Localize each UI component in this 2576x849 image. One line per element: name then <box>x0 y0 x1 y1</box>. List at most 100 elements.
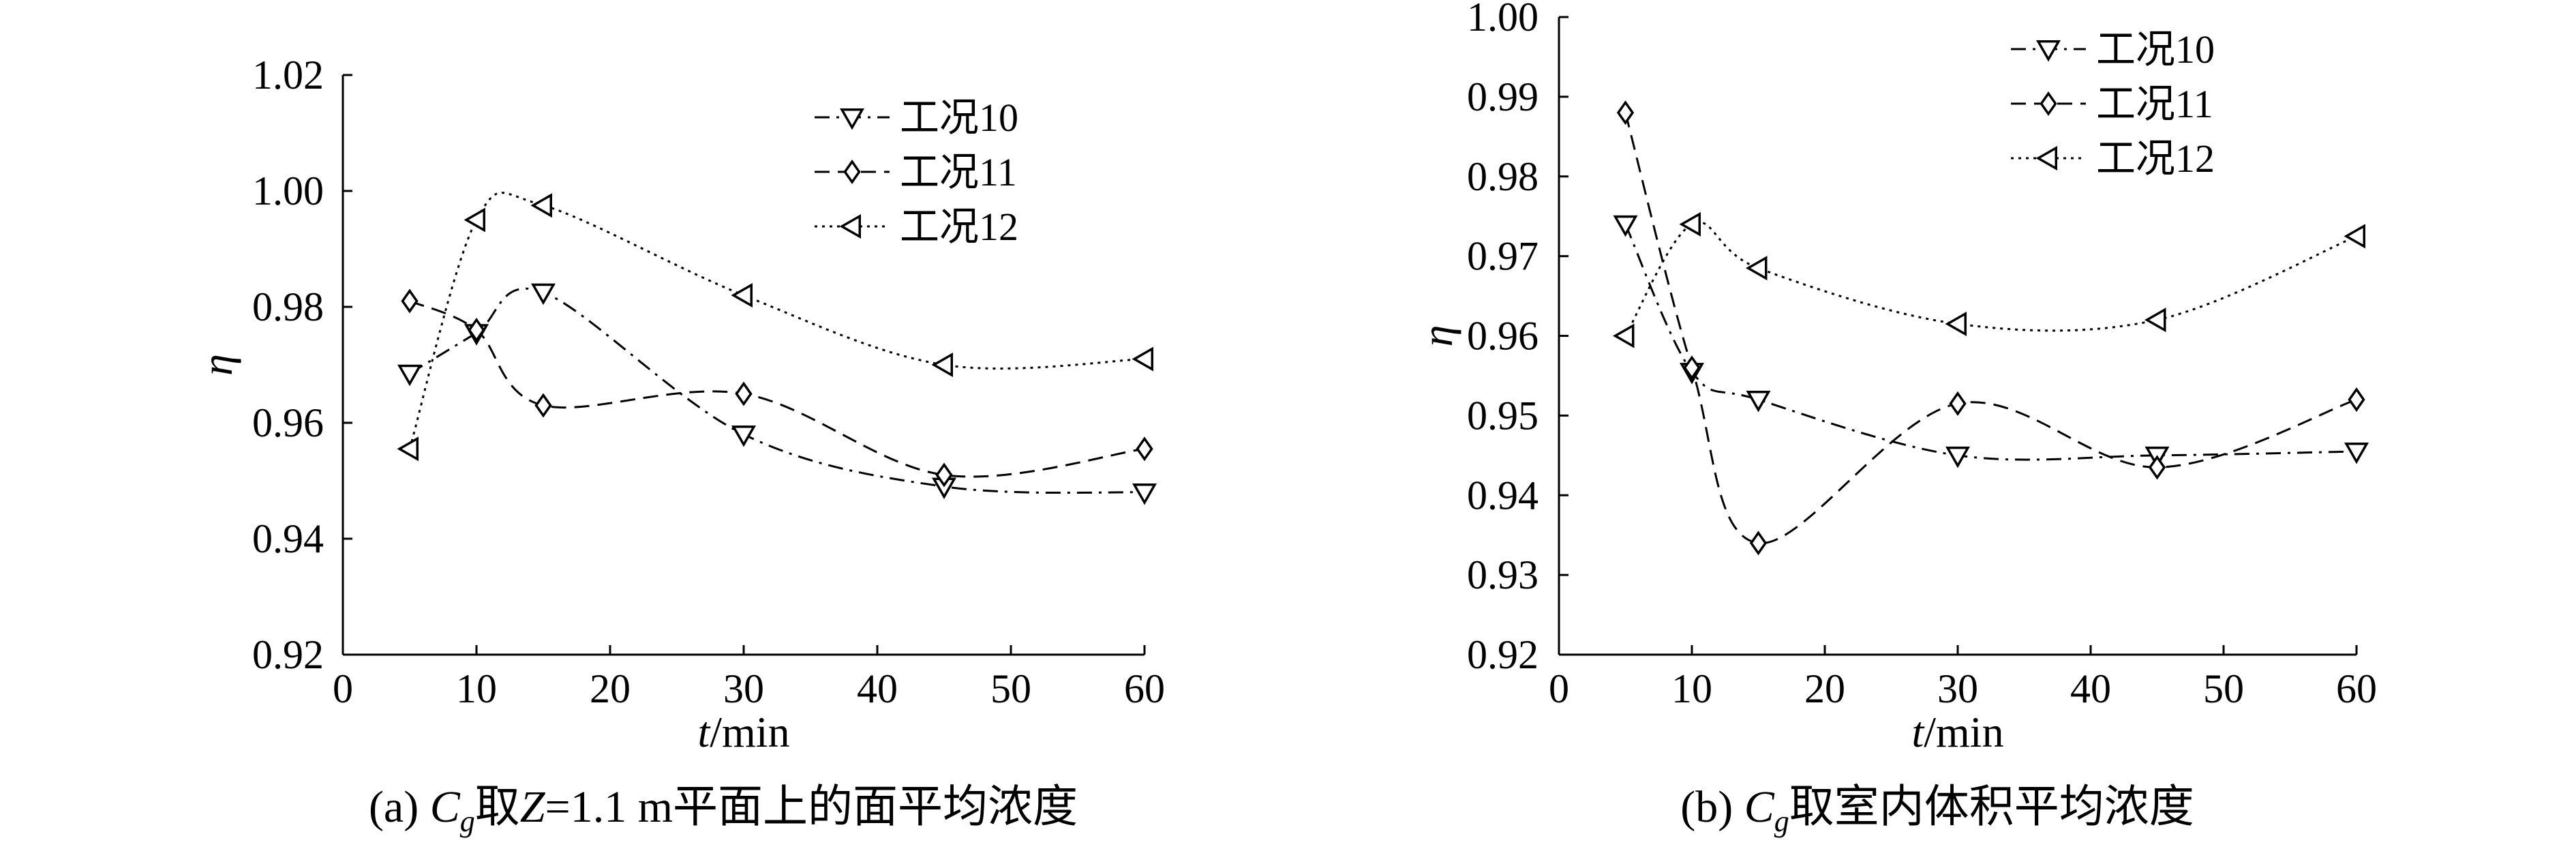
data-point-series-1 <box>530 283 556 306</box>
data-point-series-3 <box>1945 311 1967 336</box>
data-point-series-3 <box>2344 224 2365 249</box>
x-axis-label-unit: /min <box>1924 708 2003 756</box>
legend-label-1: 工况10 <box>2096 27 2215 72</box>
series-line-2 <box>1624 112 2357 544</box>
y-tick-label: 1.02 <box>252 53 324 98</box>
legend-label-2: 工况11 <box>900 150 1017 194</box>
chart-caption: (a) Cg取Z=1.1 m平面上的面平均浓度 <box>369 782 1078 838</box>
x-axis-label-variable: t <box>697 708 711 756</box>
data-point-series-2 <box>1136 436 1153 462</box>
x-axis-label-variable: t <box>1911 708 1925 756</box>
chart-panel-a: 0.92 0.94 0.96 0.98 1.00 1.02 0 10 20 30 40 50 60 η t/… <box>193 53 1165 838</box>
y-axis-label: η <box>1413 325 1461 347</box>
data-point-series-3 <box>1612 323 1635 348</box>
data-point-series-1 <box>2344 442 2369 464</box>
data-point-series-3 <box>1679 211 1701 237</box>
data-point-series-3 <box>530 193 552 218</box>
y-tick-label: 0.96 <box>1467 314 1539 359</box>
data-point-series-1 <box>1945 446 1971 468</box>
caption-mid: 取室内体积平均浓度 <box>1789 782 2194 832</box>
data-point-series-3 <box>2144 308 2166 333</box>
y-tick-label: 0.93 <box>1467 552 1539 597</box>
x-tick-label: 30 <box>723 666 764 711</box>
data-point-series-2 <box>1749 531 1768 556</box>
x-axis-label: t/min <box>1911 708 2003 756</box>
legend-marker-1 <box>2035 40 2061 62</box>
data-point-series-1 <box>1132 483 1157 505</box>
x-tick-label: 10 <box>1671 666 1712 711</box>
caption-variable: C <box>430 782 461 832</box>
data-point-series-3 <box>1132 346 1153 372</box>
y-tick-label: 0.99 <box>1467 74 1539 119</box>
data-point-series-2 <box>1949 391 1967 416</box>
y-tick-label: 0.92 <box>252 632 324 677</box>
legend-marker-3 <box>2035 145 2057 171</box>
x-tick-label: 0 <box>333 666 353 711</box>
caption-mid: 取 <box>475 782 520 832</box>
y-tick-label: 0.97 <box>1467 234 1539 279</box>
caption-prefix: (a) <box>369 782 430 832</box>
y-tick-label: 1.00 <box>1467 0 1539 40</box>
data-point-series-3 <box>1745 256 1768 281</box>
x-tick-label: 60 <box>1124 666 1165 711</box>
y-tick-label: 0.98 <box>1467 154 1539 199</box>
y-tick-label: 0.92 <box>1467 632 1539 677</box>
caption-z: Z <box>520 782 546 832</box>
x-tick-label: 10 <box>456 666 497 711</box>
series-line-3 <box>408 192 1145 449</box>
data-point-series-2 <box>935 462 953 488</box>
caption-rest: =1.1 m平面上的面平均浓度 <box>545 782 1078 832</box>
data-point-series-2 <box>2348 387 2365 413</box>
y-tick-label: 0.94 <box>252 516 324 561</box>
x-tick-label: 20 <box>1804 666 1845 711</box>
x-tick-label: 30 <box>1937 666 1978 711</box>
chart-panel-b: 0.92 0.93 0.94 0.95 0.96 0.97 0.98 0.99 1.00 0 10 2… <box>1413 0 2377 838</box>
data-point-series-2 <box>1616 100 1635 125</box>
x-axis-label-unit: /min <box>710 708 789 756</box>
data-point-series-1 <box>1746 391 1771 413</box>
x-tick-label: 60 <box>2336 666 2377 711</box>
data-point-series-2 <box>401 288 419 314</box>
y-tick-label: 0.95 <box>1467 393 1539 438</box>
data-point-series-1 <box>397 364 423 387</box>
series-line-3 <box>1624 221 2357 337</box>
data-point-series-2 <box>534 393 552 418</box>
data-point-series-2 <box>2148 455 2166 480</box>
legend-label-3: 工况12 <box>900 205 1018 249</box>
data-point-series-2 <box>735 381 753 406</box>
x-axis-label: t/min <box>697 708 789 756</box>
x-tick-label: 40 <box>857 666 898 711</box>
y-tick-label: 0.98 <box>252 284 324 329</box>
data-point-series-1 <box>1613 215 1638 237</box>
data-point-series-3 <box>397 436 419 462</box>
legend-label-3: 工况12 <box>2096 136 2215 181</box>
x-tick-label: 0 <box>1549 666 1569 711</box>
data-point-series-3 <box>731 282 753 308</box>
y-axis-label: η <box>193 354 241 376</box>
caption-subscript: g <box>1774 805 1789 838</box>
legend-marker-2 <box>843 159 861 185</box>
x-tick-label: 40 <box>2070 666 2111 711</box>
y-tick-label: 0.94 <box>1467 473 1539 518</box>
data-point-series-2 <box>468 317 485 343</box>
caption-subscript: g <box>460 805 475 838</box>
caption-variable: C <box>1744 782 1775 832</box>
x-tick-label: 50 <box>990 666 1031 711</box>
legend-marker-2 <box>2040 91 2057 117</box>
data-point-series-2 <box>1683 355 1701 381</box>
y-tick-label: 0.96 <box>252 400 324 445</box>
data-point-series-3 <box>931 352 953 378</box>
legend-label-2: 工况11 <box>2096 82 2213 126</box>
legend-label-1: 工况10 <box>900 95 1018 140</box>
x-tick-label: 20 <box>590 666 631 711</box>
data-point-series-3 <box>464 207 485 233</box>
caption-prefix: (b) <box>1680 782 1744 832</box>
y-tick-label: 1.00 <box>252 168 324 213</box>
chart-caption: (b) Cg取室内体积平均浓度 <box>1680 782 2194 838</box>
x-tick-label: 50 <box>2203 666 2244 711</box>
legend-marker-3 <box>839 213 861 239</box>
legend-marker-1 <box>839 108 865 130</box>
data-point-series-1 <box>731 426 757 447</box>
